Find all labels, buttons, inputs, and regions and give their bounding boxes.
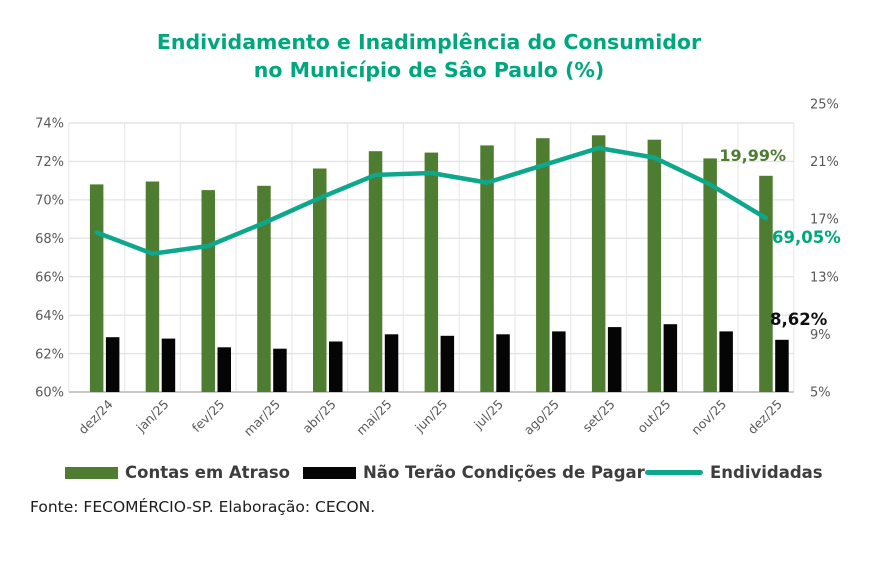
bar-contas-em-atraso: [703, 158, 717, 392]
bar-contas-em-atraso: [368, 151, 383, 392]
bar-contas-em-atraso: [257, 185, 271, 392]
y-axis-left-tick-label: 70%: [35, 194, 64, 209]
bar-contas-em-atraso: [89, 184, 104, 392]
bar-contas-em-atraso: [145, 181, 160, 392]
y-axis-left-tick-label: 62%: [35, 347, 64, 362]
legend-swatch-black-bar-icon: [303, 466, 356, 479]
bar-nao-terao-condicoes-de-pagar: [105, 337, 120, 392]
y-axis-left-tick-label: 72%: [35, 155, 64, 170]
bar-nao-terao-condicoes-de-pagar: [496, 334, 510, 392]
y-axis-left-tick-label: 74%: [35, 117, 64, 132]
bar-contas-em-atraso: [647, 139, 662, 392]
bar-nao-terao-condicoes-de-pagar: [161, 338, 176, 392]
x-axis-label: dez/25: [745, 397, 786, 438]
x-axis-label: dez/24: [75, 396, 116, 437]
legend-item-nao-terao-condicoes: Não Terão Condições de Pagar: [303, 463, 645, 482]
bar-contas-em-atraso: [591, 135, 606, 393]
x-axis-label: abr/25: [299, 397, 338, 436]
y-axis-right-tick-label: 21%: [810, 155, 839, 170]
y-axis-left-tick-label: 60%: [35, 386, 64, 401]
legend-label-endividadas: Endividadas: [710, 463, 823, 482]
legend-item-endividadas: Endividadas: [645, 463, 823, 482]
chart-title-line1: Endividamento e Inadimplência do Consumi…: [156, 30, 702, 54]
y-axis-right-tick-label: 25%: [810, 97, 839, 112]
bar-nao-terao-condicoes-de-pagar: [663, 324, 678, 392]
y-axis-right-tick-label: 5%: [810, 386, 831, 401]
bar-nao-terao-condicoes-de-pagar: [775, 339, 789, 392]
x-axis-label: ago/25: [521, 397, 562, 438]
bar-nao-terao-condicoes-de-pagar: [552, 331, 566, 392]
bar-contas-em-atraso: [313, 168, 327, 392]
y-axis-right-tick-label: 13%: [810, 270, 839, 285]
source-note: Fonte: FECOMÉRCIO-SP. Elaboração: CECON.: [30, 498, 376, 516]
bar-contas-em-atraso: [424, 152, 439, 392]
chart-title: Endividamento e Inadimplência do Consumi…: [0, 28, 858, 84]
bar-nao-terao-condicoes-de-pagar: [273, 348, 287, 392]
bar-nao-terao-condicoes-de-pagar: [719, 331, 733, 392]
legend-item-contas-em-atraso: Contas em Atraso: [65, 463, 290, 482]
annotation-nao-terao-condicoes: 8,62%: [770, 310, 828, 329]
x-axis-label: out/25: [634, 397, 673, 436]
bar-contas-em-atraso: [201, 190, 215, 392]
x-axis-label: jul/25: [470, 397, 506, 433]
annotation-endividadas: 69,05%: [772, 228, 841, 247]
chart-title-line2: no Município de Sâo Paulo (%): [253, 58, 605, 82]
legend-label-contas-em-atraso: Contas em Atraso: [125, 463, 290, 482]
y-axis-right-tick-label: 9%: [810, 328, 831, 343]
x-axis-label: jan/25: [133, 397, 172, 436]
legend-label-nao-terao-condicoes: Não Terão Condições de Pagar: [363, 463, 645, 482]
x-axis-label: mar/25: [241, 397, 283, 439]
bar-nao-terao-condicoes-de-pagar: [607, 327, 622, 392]
bar-contas-em-atraso: [759, 175, 773, 392]
legend: Contas em Atraso Não Terão Condições de …: [0, 463, 886, 491]
x-axis-label: set/25: [579, 397, 617, 435]
bar-nao-terao-condicoes-de-pagar: [329, 341, 343, 392]
bar-nao-terao-condicoes-de-pagar: [217, 347, 231, 392]
x-axis-label: mai/25: [353, 397, 394, 438]
x-axis-label: fev/25: [189, 397, 228, 436]
y-axis-left-tick-label: 68%: [35, 232, 64, 247]
legend-swatch-green-bar-icon: [65, 466, 118, 479]
annotation-contas-em-atraso: 19,99%: [719, 146, 786, 165]
y-axis-right-tick-label: 17%: [810, 213, 839, 228]
bar-contas-em-atraso: [536, 138, 550, 392]
bar-contas-em-atraso: [480, 145, 494, 392]
bar-nao-terao-condicoes-de-pagar: [384, 334, 399, 392]
y-axis-left-tick-label: 64%: [35, 309, 64, 324]
x-axis-label: jun/25: [411, 397, 450, 436]
bar-nao-terao-condicoes-de-pagar: [440, 335, 455, 392]
y-axis-left-tick-label: 66%: [35, 270, 64, 285]
legend-swatch-teal-line-icon: [645, 470, 703, 475]
line-endividadas: [94, 145, 769, 256]
x-axis-label: nov/25: [688, 397, 729, 438]
